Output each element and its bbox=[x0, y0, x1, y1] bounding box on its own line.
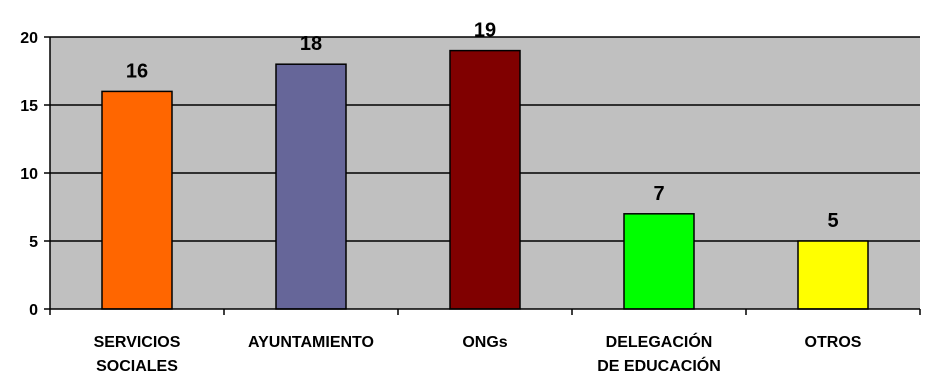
x-category-label: SERVICIOS bbox=[94, 334, 181, 351]
y-tick-label: 15 bbox=[20, 98, 38, 115]
y-tick-labels: 0 5 10 15 20 bbox=[20, 30, 38, 319]
data-label: 16 bbox=[126, 60, 148, 82]
x-category-label: DE EDUCACIÓN bbox=[597, 356, 721, 375]
y-tick-label: 20 bbox=[20, 30, 38, 47]
x-category-label: AYUNTAMIENTO bbox=[248, 334, 374, 351]
bar bbox=[449, 49, 521, 310]
y-tick-label: 10 bbox=[20, 166, 38, 183]
bar bbox=[797, 240, 869, 310]
x-category-label: ONGs bbox=[462, 334, 507, 351]
data-labels: 16 18 19 7 5 bbox=[126, 20, 839, 232]
bar bbox=[101, 90, 173, 310]
bars bbox=[101, 49, 869, 310]
bar bbox=[623, 213, 695, 310]
data-label: 18 bbox=[300, 33, 322, 55]
y-tick-label: 0 bbox=[29, 302, 38, 319]
data-label: 5 bbox=[827, 210, 838, 232]
x-category-label: DELEGACIÓN bbox=[606, 332, 713, 351]
axes bbox=[44, 36, 921, 315]
x-category-label: OTROS bbox=[805, 334, 862, 351]
x-category-labels: SERVICIOS SOCIALES AYUNTAMIENTO ONGs DELEGAC… bbox=[94, 332, 862, 375]
bar bbox=[275, 63, 347, 310]
y-tick-label: 5 bbox=[29, 234, 38, 251]
data-label: 7 bbox=[653, 183, 664, 205]
data-label: 19 bbox=[474, 20, 496, 42]
x-category-label: SOCIALES bbox=[96, 358, 178, 375]
